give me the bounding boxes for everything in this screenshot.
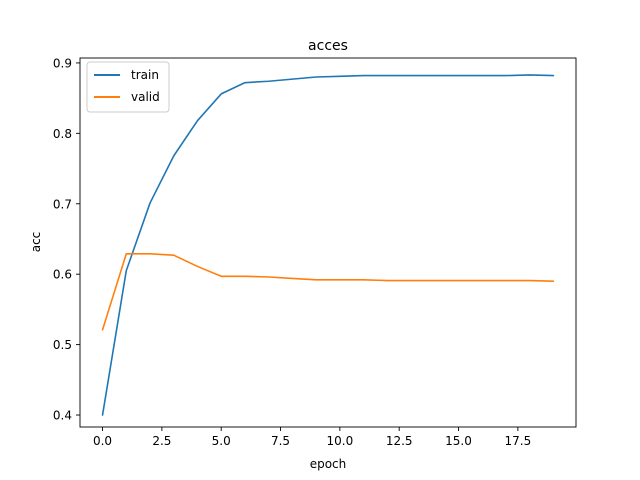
y-tick-label: 0.5 (53, 338, 72, 352)
y-tick-label: 0.6 (53, 268, 72, 282)
x-tick-label: 10.0 (327, 434, 354, 448)
plot-area (79, 57, 577, 428)
series-line-valid (101, 252, 555, 331)
series-line-train (101, 74, 555, 416)
y-axis-label: acc (29, 232, 43, 253)
y-tick-label: 0.4 (53, 409, 72, 423)
legend-label-train: train (131, 68, 159, 82)
series-layer (101, 74, 555, 416)
plot-background (80, 58, 576, 427)
x-tick-label: 0.0 (93, 434, 112, 448)
x-tick-label: 12.5 (386, 434, 413, 448)
x-tick-label: 2.5 (152, 434, 171, 448)
x-tick-label: 17.5 (504, 434, 531, 448)
legend-label-valid: valid (131, 90, 160, 104)
x-axis: 0.0 2.5 5.0 7.5 10.0 12.5 15.0 17.5 (93, 427, 531, 448)
y-tick-label: 0.7 (53, 197, 72, 211)
chart-title: acces (308, 38, 348, 54)
x-tick-label: 7.5 (271, 434, 290, 448)
x-tick-label: 5.0 (212, 434, 231, 448)
x-axis-label: epoch (310, 457, 347, 471)
axes-frame (79, 57, 577, 428)
y-axis: 0.4 0.5 0.6 0.7 0.8 0.9 (53, 56, 80, 423)
x-tick-label: 15.0 (445, 434, 472, 448)
y-tick-label: 0.8 (53, 127, 72, 141)
legend: train valid (86, 61, 170, 113)
y-tick-label: 0.9 (53, 56, 72, 70)
